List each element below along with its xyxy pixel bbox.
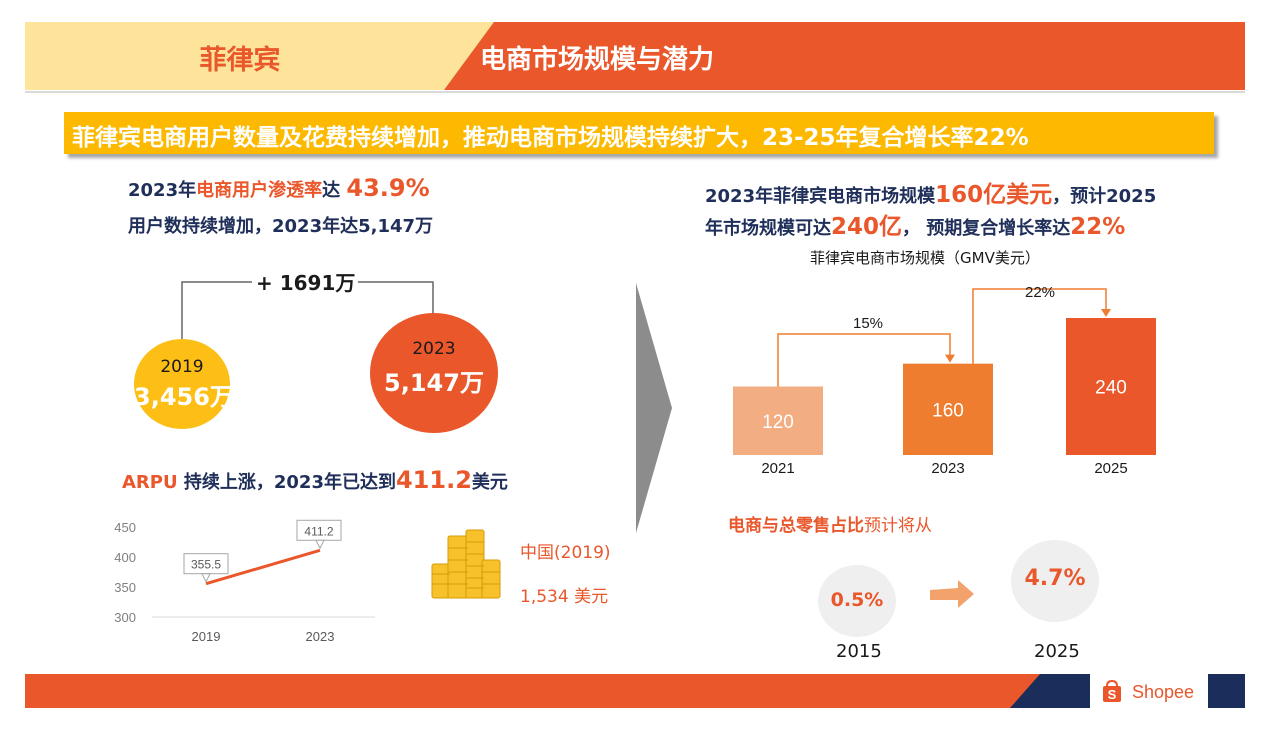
arpu-y-tick: 350 [114, 580, 136, 595]
right-arrow-icon [930, 580, 974, 608]
arpu-data-label-pointer [201, 573, 211, 583]
gmv-growth-arrowhead [945, 354, 955, 363]
summary-banner-text: 菲律宾电商用户数量及花费持续增加，推动电商市场规模持续扩大，23-25年复合增长… [72, 125, 1029, 151]
coin-stack-icon [431, 529, 501, 599]
arpu-x-tick: 2023 [306, 629, 335, 644]
share-2025-value: 4.7% [1024, 566, 1086, 591]
header-divider [25, 91, 1245, 93]
arpu-series-line [205, 548, 321, 586]
retail-share-label: 电商与总零售占比 [728, 516, 864, 536]
arpu-data-label: 355.5 [191, 558, 221, 572]
market-line-1-text: 2023年菲律宾电商市场规模 [705, 186, 936, 207]
arpu-value: 411.2 [395, 466, 472, 494]
header-title-panel [444, 22, 1245, 90]
gmv-bar-value: 120 [762, 412, 794, 433]
gmv-bar-chart: 120 2021 160 2023 240 2025 15% 22% [733, 284, 1156, 477]
market-line-2-mid: ， 预期复合增长率达 [902, 218, 1071, 239]
share-2025-year: 2025 [1034, 641, 1080, 662]
share-2015-value: 0.5% [830, 589, 884, 611]
penetration-value: 43.9% [346, 174, 430, 202]
market-line-1-tail: ，预计2025 [1052, 186, 1157, 207]
users-2019-value: 3,456万 [134, 383, 234, 411]
section-title: 电商市场规模与潜力 [480, 45, 715, 75]
user-count-line: 用户数持续增加，2023年达5,147万 [128, 216, 434, 237]
retail-share-line: 电商与总零售占比预计将从 [728, 511, 932, 536]
gmv-x-label: 2021 [761, 460, 794, 477]
penetration-label: 电商用户渗透率 [196, 180, 323, 201]
users-2019-year: 2019 [160, 357, 204, 377]
arpu-y-tick: 400 [114, 550, 136, 565]
shopee-bag-icon: S [1103, 679, 1121, 702]
users-2023-value: 5,147万 [384, 369, 484, 397]
arpu-data-label-pointer [315, 539, 325, 550]
arpu-unit: 美元 [471, 472, 508, 493]
penetration-year: 2023年 [128, 180, 197, 201]
gmv-x-label: 2025 [1094, 460, 1127, 477]
market-cagr-value: 22% [1070, 214, 1126, 240]
market-line-1: 2023年菲律宾电商市场规模160亿美元，预计2025 [705, 175, 1156, 209]
users-2023-year: 2023 [412, 339, 456, 359]
gmv-x-label: 2023 [931, 460, 964, 477]
header-country-panel [25, 22, 495, 90]
arpu-abbr: ARPU [122, 472, 178, 493]
market-2025-value: 240亿 [831, 214, 903, 240]
increase-bracket [181, 281, 434, 348]
share-2015-circle: 0.5% [818, 565, 896, 637]
share-2025-circle: 4.7% [1011, 540, 1099, 622]
gmv-bar [733, 386, 823, 455]
retail-share-text: 预计将从 [864, 516, 932, 536]
gmv-growth-label: 15% [853, 315, 883, 332]
arpu-line-chart: 300 350 400 450 2019 2023 355.5 411.2 [114, 519, 375, 644]
gmv-growth-label: 22% [1025, 284, 1055, 301]
country-title: 菲律宾 [199, 45, 281, 76]
gmv-bar-value: 240 [1095, 378, 1127, 399]
share-2015-year: 2015 [836, 641, 882, 662]
svg-text:S: S [1108, 687, 1117, 702]
gmv-growth-arrowhead [1101, 309, 1111, 317]
gmv-bar [903, 363, 993, 455]
market-line-2-text: 年市场规模可达 [705, 218, 831, 239]
market-line-2: 年市场规模可达240亿， 预期复合增长率达22% [705, 207, 1125, 241]
section-arrow-divider [636, 283, 672, 533]
shopee-logo-text: Shopee [1132, 682, 1195, 702]
arpu-line: ARPU 持续上涨，2023年已达到411.2美元 [122, 466, 508, 494]
gmv-growth-arrow [972, 288, 1107, 364]
market-2023-value: 160亿美元 [935, 182, 1053, 208]
china-compare-value: 1,534 美元 [520, 587, 609, 607]
summary-banner [64, 112, 1214, 154]
penetration-line: 2023年电商用户渗透率达 43.9% [128, 174, 430, 202]
users-2023-circle: 2023 5,147万 [370, 313, 498, 433]
gmv-bar [1066, 318, 1156, 455]
china-compare-label: 中国(2019) [520, 543, 611, 563]
gmv-growth-arrow [777, 333, 951, 387]
arpu-text: 持续上涨，2023年已达到 [177, 472, 396, 493]
penetration-reach: 达 [322, 180, 347, 201]
increase-label: + 1691万 [256, 271, 356, 295]
arpu-y-tick: 300 [114, 610, 136, 625]
gmv-chart-title: 菲律宾电商市场规模（GMV美元） [810, 249, 1040, 267]
arpu-data-label: 411.2 [304, 524, 333, 538]
gmv-bar-value: 160 [932, 400, 964, 421]
arpu-y-tick: 450 [114, 520, 136, 535]
arpu-x-tick: 2019 [192, 629, 221, 644]
users-2019-circle: 2019 3,456万 [134, 339, 234, 429]
